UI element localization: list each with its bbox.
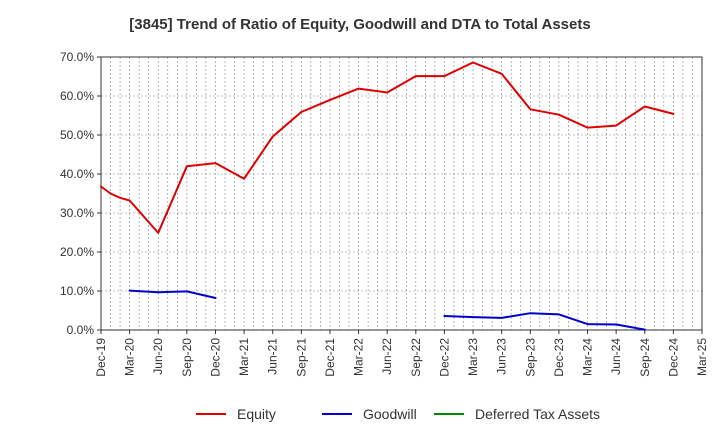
x-tick-label: Sep-20 [180,338,194,377]
legend-label-equity: Equity [237,406,276,422]
x-tick-label: Sep-24 [638,338,652,377]
x-tick-label: Jun-24 [609,338,623,375]
x-tick-label: Mar-24 [581,338,595,376]
x-tick-label: Sep-21 [294,338,308,377]
x-tick-label: Mar-21 [237,338,251,376]
series-line-goodwill [128,289,646,331]
x-tick-label: Dec-24 [666,338,680,377]
series-line-equity [100,61,675,234]
plot-area [101,57,702,330]
legend: Equity Goodwill Deferred Tax Assets [196,406,600,422]
y-tick-label: 50.0% [60,128,94,142]
y-tick-label: 20.0% [60,245,94,259]
y-tick-label: 10.0% [60,284,94,298]
x-tick-label: Sep-22 [409,338,423,377]
x-tick-label: Dec-19 [94,338,108,377]
axis-layer: 0.0% 10.0% 20.0% 30.0% 40.0% 50.0% 60.0% 70.0% D… [60,50,709,377]
legend-label-deferred-tax-assets: Deferred Tax Assets [475,406,600,422]
y-tick-label: 60.0% [60,89,94,103]
chart-title: [3845] Trend of Ratio of Equity, Goodwil… [129,16,591,33]
x-tick-label: Mar-25 [695,338,709,376]
y-tick-label: 70.0% [60,50,94,64]
x-tick-label: Dec-20 [208,338,222,377]
x-tick-label: Mar-22 [352,338,366,376]
x-tick-label: Dec-23 [552,338,566,377]
x-tick-label: Jun-20 [151,338,165,375]
x-tick-label: Dec-21 [323,338,337,377]
x-tick-label: Sep-23 [523,338,537,377]
grid-layer [101,57,702,330]
y-tick-label: 40.0% [60,167,94,181]
y-tick-label: 30.0% [60,206,94,220]
x-tick-label: Dec-22 [437,338,451,377]
x-tick-label: Jun-22 [380,338,394,375]
x-tick-label: Jun-23 [495,338,509,375]
plot-border [100,56,703,331]
x-tick-label: Mar-20 [123,338,137,376]
series-layer [100,61,675,331]
y-tick-label: 0.0% [67,323,95,337]
x-tick-label: Mar-23 [466,338,480,376]
legend-label-goodwill: Goodwill [363,406,417,422]
x-tick-label: Jun-21 [266,338,280,375]
